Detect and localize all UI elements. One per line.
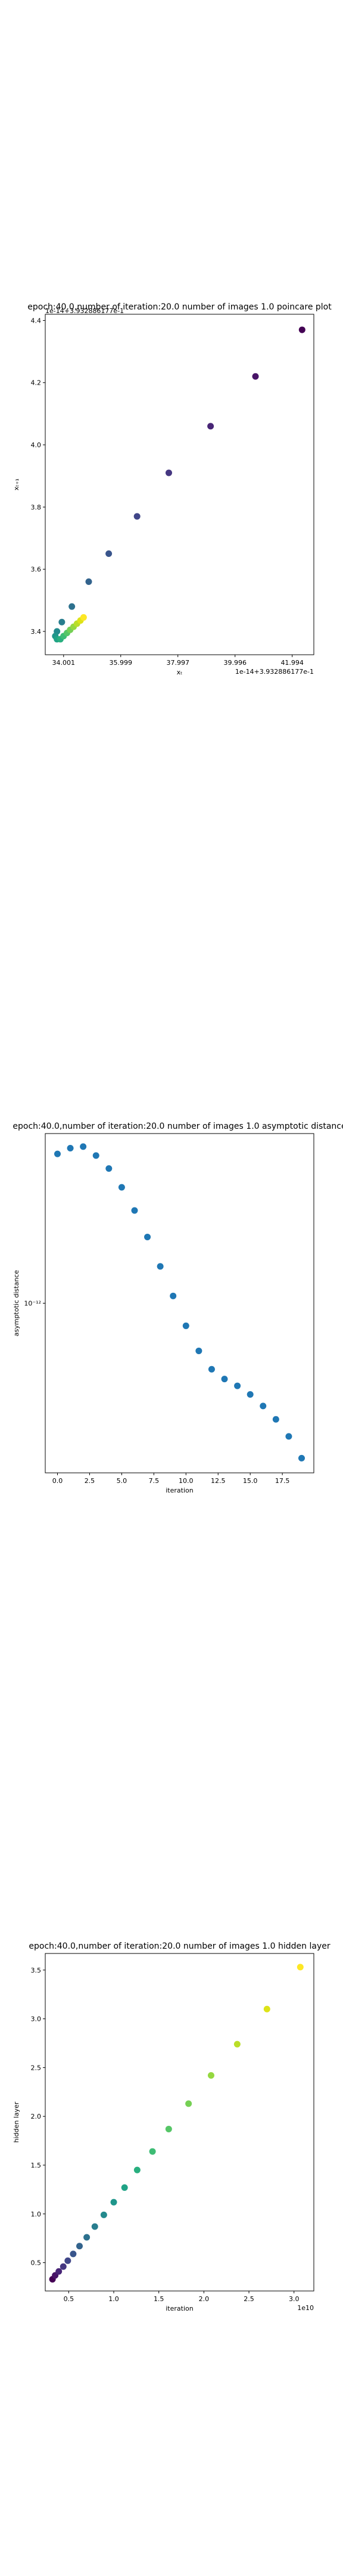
point [54,1150,61,1157]
point [297,1964,304,1971]
point [233,2041,241,2048]
point [170,1292,177,1299]
x-tick-label: 34.001 [52,659,76,667]
plot-frame [45,314,314,655]
point [76,2243,83,2250]
x-tick-label: 41.994 [280,659,304,667]
point [105,550,113,558]
point [285,1433,292,1440]
y-tick-label: 10⁻¹² [24,1300,41,1308]
point [207,2072,214,2079]
point [263,2005,270,2012]
y-offset-text: 1e-14+3.932886177e-1 [45,307,124,315]
point [195,1347,202,1354]
point [221,1376,228,1383]
x-tick-label: 2.5 [85,1477,95,1485]
point [298,326,305,333]
chart-title: epoch:40.0,number of iteration:20.0 numb… [29,1942,330,1951]
point [80,1143,87,1150]
point [165,469,172,476]
point [165,2125,172,2132]
point [252,373,259,380]
point [80,614,87,621]
point [85,578,92,585]
y-axis-label: hidden layer [13,2101,20,2142]
y-tick-label: 2.0 [31,2113,42,2120]
chart-title: epoch:40.0,number of iteration:20.0 numb… [13,1122,343,1131]
point [182,1322,189,1329]
point [272,1416,279,1423]
point [91,2223,98,2230]
point [92,1152,99,1159]
x-tick-label: 7.5 [149,1477,160,1485]
x-tick-label: 10.0 [179,1477,194,1485]
y-tick-label: 1.0 [31,2210,42,2218]
x-offset-text: 1e-14+3.932886177e-1 [235,668,314,676]
point [105,1165,113,1172]
y-tick-label: 3.4 [31,628,42,636]
y-axis-label: asymptotic distance [13,1270,20,1336]
x-tick-label: 2.0 [199,2295,210,2303]
x-tick-label: 3.0 [289,2295,300,2303]
x-axis-label: xₜ [177,668,183,676]
point [207,423,214,430]
chart-title: epoch:40.0,number of iteration:20.0 numb… [27,302,332,312]
point [144,1233,151,1240]
point [133,2166,141,2174]
point [157,1263,164,1270]
x-tick-label: 17.5 [275,1477,290,1485]
x-axis-label: iteration [166,1487,193,1494]
plot-frame [45,1953,314,2292]
point [247,1391,254,1398]
x-axis-label: iteration [166,2305,193,2312]
point [118,1184,125,1191]
y-tick-label: 3.8 [31,503,42,511]
point [110,2199,117,2206]
point [234,1382,241,1389]
x-tick-label: 0.5 [64,2295,74,2303]
point [58,618,66,626]
x-tick-label: 1.5 [154,2295,164,2303]
point [298,1454,305,1462]
x-tick-label: 15.0 [243,1477,258,1485]
point [55,2268,63,2275]
point [260,1402,267,1410]
y-tick-label: 4.4 [31,317,42,324]
point [83,2234,91,2241]
plot-frame [45,1133,314,1473]
y-tick-label: 1.5 [31,2162,42,2169]
point [131,1207,138,1214]
point [149,2148,156,2155]
y-tick-label: 3.5 [31,1967,42,1974]
x-tick-label: 5.0 [117,1477,127,1485]
x-tick-label: 39.996 [223,659,247,667]
point [64,2257,71,2264]
y-tick-label: 3.0 [31,2015,42,2023]
y-tick-label: 2.5 [31,2064,42,2072]
point [121,2184,128,2191]
y-tick-label: 3.6 [31,566,42,574]
y-axis-label: xₜ₊₁ [13,479,20,491]
point [67,1145,74,1152]
y-tick-label: 0.5 [31,2259,42,2267]
x-tick-label: 2.5 [244,2295,254,2303]
x-tick-label: 1.0 [108,2295,119,2303]
y-tick-label: 4.0 [31,441,42,449]
x-tick-label: 35.999 [110,659,133,667]
point [208,1366,215,1373]
y-tick-label: 4.2 [31,379,42,387]
x-offset-text: 1e10 [297,2304,314,2312]
point [133,513,141,520]
x-tick-label: 37.997 [166,659,189,667]
x-tick-label: 0.0 [52,1477,63,1485]
point [70,2250,77,2258]
point [100,2211,107,2218]
x-tick-label: 12.5 [211,1477,226,1485]
point [68,603,76,610]
point [185,2100,192,2107]
point [60,2263,67,2270]
